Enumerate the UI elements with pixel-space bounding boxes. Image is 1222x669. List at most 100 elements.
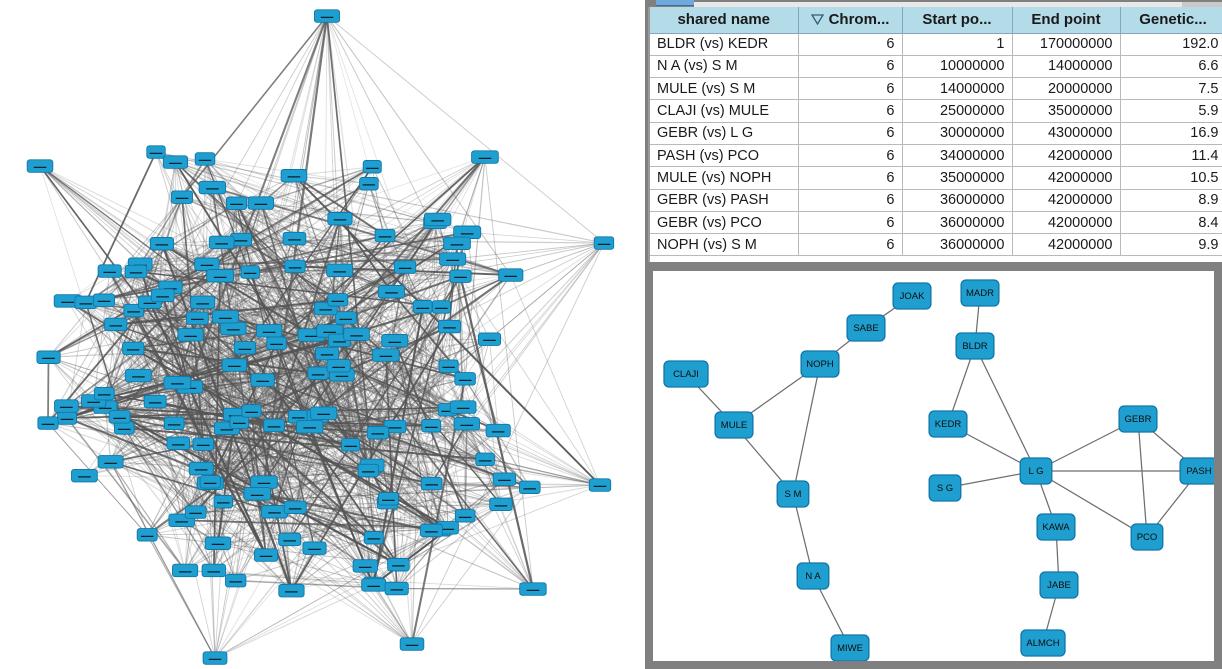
main-network-edge[interactable] bbox=[263, 425, 432, 483]
main-network-node[interactable]: ▬▬▬ bbox=[352, 559, 378, 573]
main-network-node[interactable]: ▬▬▬ bbox=[185, 311, 209, 325]
main-network-node[interactable]: ▬▬▬ bbox=[343, 327, 370, 341]
main-network-node-shape[interactable] bbox=[185, 311, 209, 325]
main-network-edge[interactable] bbox=[66, 183, 370, 407]
main-network-node-shape[interactable] bbox=[278, 532, 302, 547]
subnetwork-node-shape[interactable] bbox=[714, 411, 754, 439]
main-network-edge[interactable] bbox=[309, 274, 511, 428]
main-network-node[interactable]: ▬▬▬ bbox=[372, 348, 400, 362]
table-cell-genetic[interactable]: 192.0 bbox=[1120, 33, 1222, 56]
main-network-edge[interactable] bbox=[177, 382, 351, 446]
main-network-node[interactable]: ▬▬▬ bbox=[225, 573, 247, 588]
main-network-edge[interactable] bbox=[85, 302, 126, 429]
main-network-node[interactable]: ▬▬▬ bbox=[454, 509, 476, 523]
main-network-node[interactable]: ▬▬▬ bbox=[361, 578, 387, 592]
main-network-node[interactable]: ▬▬▬ bbox=[485, 423, 511, 438]
subnetwork-node-shape[interactable] bbox=[892, 282, 932, 310]
main-network-edge[interactable] bbox=[243, 347, 293, 591]
main-network-edge[interactable] bbox=[123, 427, 215, 571]
main-network-node[interactable]: ▬▬▬ bbox=[97, 455, 124, 469]
main-network-node[interactable]: ▬▬▬ bbox=[326, 359, 351, 373]
main-network-node[interactable]: ▬▬▬ bbox=[437, 319, 462, 334]
subnetwork-node-shape[interactable] bbox=[830, 634, 870, 661]
main-network-edge[interactable] bbox=[464, 423, 468, 516]
main-network-edge[interactable] bbox=[394, 426, 499, 431]
main-network-edge[interactable] bbox=[233, 231, 468, 330]
main-network-node-shape[interactable] bbox=[201, 563, 226, 578]
main-network-node[interactable]: ▬▬▬ bbox=[26, 159, 54, 173]
main-network-edge[interactable] bbox=[222, 425, 275, 502]
main-network-node[interactable]: ▬▬▬ bbox=[393, 260, 417, 274]
main-network-node-shape[interactable] bbox=[284, 259, 306, 274]
main-network-edge[interactable] bbox=[119, 306, 423, 418]
main-network-node-shape[interactable] bbox=[229, 415, 250, 429]
main-network-node[interactable]: ▬▬▬ bbox=[302, 541, 327, 555]
main-network-node-shape[interactable] bbox=[327, 212, 353, 226]
main-network-edge[interactable] bbox=[154, 400, 351, 446]
main-network-edge[interactable] bbox=[385, 354, 398, 589]
main-network-edge[interactable] bbox=[119, 365, 339, 418]
main-network-node-shape[interactable] bbox=[387, 558, 410, 572]
main-network-edge[interactable] bbox=[85, 234, 386, 304]
main-network-node-shape[interactable] bbox=[240, 265, 260, 279]
main-network-edge[interactable] bbox=[274, 511, 398, 590]
main-network-node[interactable]: ▬▬▬ bbox=[177, 328, 204, 342]
main-network-node[interactable]: ▬▬▬ bbox=[184, 505, 207, 519]
main-network-node-shape[interactable] bbox=[124, 264, 148, 279]
main-network-node[interactable]: ▬▬▬ bbox=[593, 236, 615, 250]
main-network-node[interactable]: ▬▬▬ bbox=[260, 505, 289, 519]
main-network-edge[interactable] bbox=[66, 405, 413, 645]
main-network-edge[interactable] bbox=[148, 301, 267, 556]
main-network-node-shape[interactable] bbox=[372, 348, 400, 362]
main-network-node-shape[interactable] bbox=[381, 334, 409, 348]
main-network-edge[interactable] bbox=[250, 271, 461, 277]
table-cell-end_point[interactable]: 42000000 bbox=[1012, 211, 1121, 235]
main-network-node[interactable]: ▬▬▬ bbox=[114, 421, 135, 435]
main-network-node[interactable]: ▬▬▬ bbox=[108, 410, 131, 424]
main-network-node-shape[interactable] bbox=[92, 293, 116, 307]
table-cell-end_point[interactable]: 42000000 bbox=[1012, 144, 1121, 168]
main-network-edge[interactable] bbox=[398, 484, 601, 566]
main-network-node-shape[interactable] bbox=[146, 145, 166, 159]
main-network-node[interactable]: ▬▬▬ bbox=[471, 150, 499, 164]
subnetwork-edge[interactable] bbox=[792, 363, 821, 495]
subnetwork-node-shape[interactable] bbox=[1118, 405, 1158, 433]
table-cell-end_point[interactable]: 20000000 bbox=[1012, 77, 1121, 101]
main-network-node-shape[interactable] bbox=[225, 196, 248, 210]
subnetwork-node[interactable]: S G bbox=[928, 474, 962, 502]
main-network-edge[interactable] bbox=[110, 461, 216, 659]
subnetwork-node-shape[interactable] bbox=[800, 350, 840, 378]
main-network-node-shape[interactable] bbox=[37, 416, 59, 430]
main-network-edge[interactable] bbox=[133, 310, 399, 566]
subnetwork-node-shape[interactable] bbox=[796, 562, 830, 590]
main-network-node-shape[interactable] bbox=[233, 341, 257, 355]
table-cell-start_point[interactable]: 36000000 bbox=[902, 211, 1013, 235]
main-network-edge[interactable] bbox=[422, 306, 534, 590]
main-network-edge[interactable] bbox=[66, 406, 464, 419]
subnetwork-node[interactable]: BLDR bbox=[955, 332, 995, 360]
main-network-node[interactable]: ▬▬▬ bbox=[266, 336, 287, 350]
main-network-node-shape[interactable] bbox=[177, 328, 204, 342]
main-network-edge[interactable] bbox=[291, 564, 399, 592]
main-network-node-shape[interactable] bbox=[194, 152, 216, 166]
main-network-node-shape[interactable] bbox=[241, 404, 262, 418]
main-network-node[interactable]: ▬▬▬ bbox=[229, 415, 250, 429]
main-network-edge[interactable] bbox=[48, 356, 215, 571]
main-network-edge[interactable] bbox=[85, 302, 196, 513]
main-network-edge[interactable] bbox=[161, 243, 296, 508]
main-network-edge[interactable] bbox=[431, 482, 530, 489]
main-network-node-shape[interactable] bbox=[192, 437, 215, 451]
main-network-edge[interactable] bbox=[201, 444, 351, 470]
main-network-node[interactable]: ▬▬▬ bbox=[588, 478, 612, 492]
main-network-edge[interactable] bbox=[249, 234, 386, 273]
main-network-edge[interactable] bbox=[155, 151, 226, 318]
main-network-edge[interactable] bbox=[39, 165, 121, 417]
table-cell-shared_name[interactable]: PASH (vs) PCO bbox=[650, 144, 799, 168]
main-network-edge[interactable] bbox=[210, 406, 464, 484]
main-network-edge[interactable] bbox=[110, 461, 290, 540]
main-network-edge[interactable] bbox=[326, 15, 605, 244]
main-network-node[interactable]: ▬▬▬ bbox=[194, 152, 216, 166]
main-network-node-shape[interactable] bbox=[250, 373, 275, 387]
table-row[interactable]: PASH (vs) PCO 6 34000000 42000000 11.4 bbox=[650, 144, 1222, 168]
main-network-edge[interactable] bbox=[204, 158, 373, 466]
